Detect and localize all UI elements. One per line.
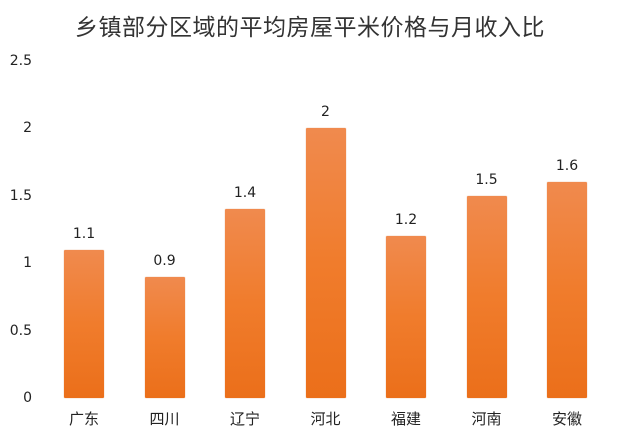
bar-value-label: 1.2 xyxy=(394,212,418,228)
bar xyxy=(225,209,265,398)
y-tick-label: 2.5 xyxy=(9,52,32,69)
x-category-label: 河南 xyxy=(471,410,502,428)
bar xyxy=(144,276,185,398)
x-category-label: 广东 xyxy=(68,410,99,428)
bar-value-label: 0.9 xyxy=(153,252,176,269)
bar xyxy=(305,128,346,398)
y-tick-label: 2 xyxy=(23,120,32,136)
x-category-label: 辽宁 xyxy=(229,410,260,428)
bar-value-label: 2 xyxy=(321,104,330,120)
x-category-label: 福建 xyxy=(390,410,421,428)
bar-value-label: 1.4 xyxy=(233,185,257,201)
bar xyxy=(386,236,426,398)
bar-value-label: 1.1 xyxy=(72,225,96,242)
y-tick-label: 1 xyxy=(23,255,32,271)
y-tick-label: 0 xyxy=(23,390,32,406)
bar xyxy=(547,182,587,398)
y-tick-label: 0.5 xyxy=(9,322,32,339)
bar xyxy=(64,249,104,398)
y-tick-label: 1.5 xyxy=(9,187,32,204)
chart-title: 乡镇部分区域的平均房屋平米价格与月收入比 xyxy=(75,15,545,41)
x-category-label: 安徽 xyxy=(551,410,582,428)
x-category-label: 河北 xyxy=(310,410,341,428)
x-category-label: 四川 xyxy=(149,410,180,428)
bar-value-label: 1.5 xyxy=(475,171,498,188)
bar xyxy=(466,195,507,398)
bar-value-label: 1.6 xyxy=(555,158,579,174)
